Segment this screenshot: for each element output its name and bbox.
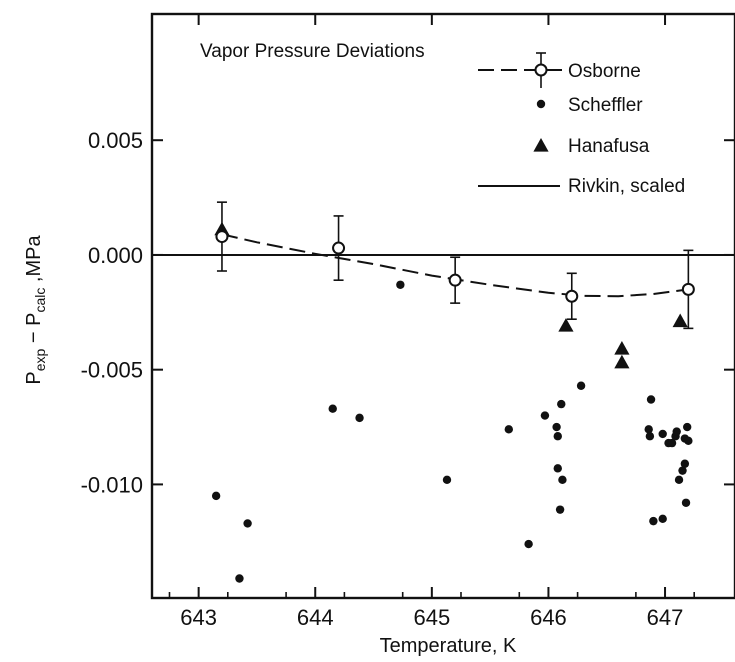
scheffler-point (658, 514, 667, 524)
legend: Osborne Scheffler Hanafusa Rivkin, scaled (478, 52, 685, 197)
y-axis-title-minus: − P (23, 313, 45, 349)
scheffler-point (649, 516, 658, 526)
scheffler-point (558, 475, 567, 485)
scheffler-point (504, 425, 513, 434)
osborne-point (565, 289, 579, 303)
scheffler-point (576, 381, 586, 390)
legend-osborne-label: Osborne (568, 61, 641, 82)
scheffler-point (524, 539, 533, 549)
x-axis-title: Temperature, K (380, 635, 517, 657)
y-axis-title-calc: calc (32, 288, 48, 313)
y-tick-label: 0.005 (88, 128, 143, 153)
y-tick-label: 0.000 (88, 243, 143, 268)
scheffler-point (646, 395, 656, 404)
x-tick-label: 643 (180, 605, 217, 630)
y-axis-title-p: P (23, 371, 45, 384)
scheffler-point (235, 574, 244, 583)
legend-hanafusa-label: Hanafusa (568, 136, 650, 157)
scheffler-point (396, 280, 405, 289)
x-tick-label: 644 (297, 605, 334, 630)
y-axis-title: Pexp − Pcalc ,MPa (23, 235, 48, 385)
scheffler-point (658, 429, 667, 439)
scheffler-point (355, 413, 364, 423)
y-axis-title-exp: exp (32, 348, 48, 371)
scheffler-point (681, 498, 691, 507)
scheffler-point (328, 404, 337, 413)
scheffler-point (680, 459, 690, 468)
hanafusa-point (614, 341, 630, 355)
legend-rivkin-label: Rivkin, scaled (568, 176, 685, 197)
y-tick-label: -0.010 (81, 472, 143, 497)
legend-scheffler-marker (536, 99, 546, 109)
legend-osborne-marker (534, 63, 548, 77)
osborne-point (215, 230, 229, 244)
scheffler-point (442, 475, 452, 485)
scheffler-point (667, 438, 677, 448)
scheffler-point (678, 466, 687, 475)
scheffler-point (555, 505, 565, 514)
osborne-point (448, 273, 462, 287)
scheffler-point (682, 422, 692, 432)
y-axis-title-unit: ,MPa (23, 235, 45, 288)
scheffler-point (674, 475, 684, 485)
scheffler-point (211, 491, 221, 501)
plot-frame (150, 12, 735, 600)
hanafusa-point (672, 313, 688, 328)
scheffler-point (553, 432, 562, 441)
scheffler-point (644, 425, 653, 434)
x-tick-label: 645 (413, 605, 450, 630)
osborne-fit-curve (221, 233, 689, 298)
scheffler-point (672, 427, 681, 436)
osborne-point (681, 282, 695, 296)
x-tick-label: 647 (647, 605, 684, 630)
scheffler-point (552, 422, 561, 432)
scheffler-point (540, 411, 550, 420)
scheffler-point (684, 436, 693, 446)
scheffler-point (645, 432, 655, 441)
scheffler-point (243, 519, 252, 528)
scheffler-point (553, 464, 562, 473)
chart-title: Vapor Pressure Deviations (200, 41, 425, 62)
hanafusa-point (558, 318, 574, 332)
legend-scheffler-label: Scheffler (568, 95, 643, 116)
legend-hanafusa-marker (533, 138, 549, 152)
y-tick-label: -0.005 (81, 358, 143, 383)
x-tick-label: 646 (530, 605, 567, 630)
hanafusa-point (614, 354, 630, 369)
osborne-point (332, 241, 346, 255)
scheffler-point (557, 399, 566, 409)
